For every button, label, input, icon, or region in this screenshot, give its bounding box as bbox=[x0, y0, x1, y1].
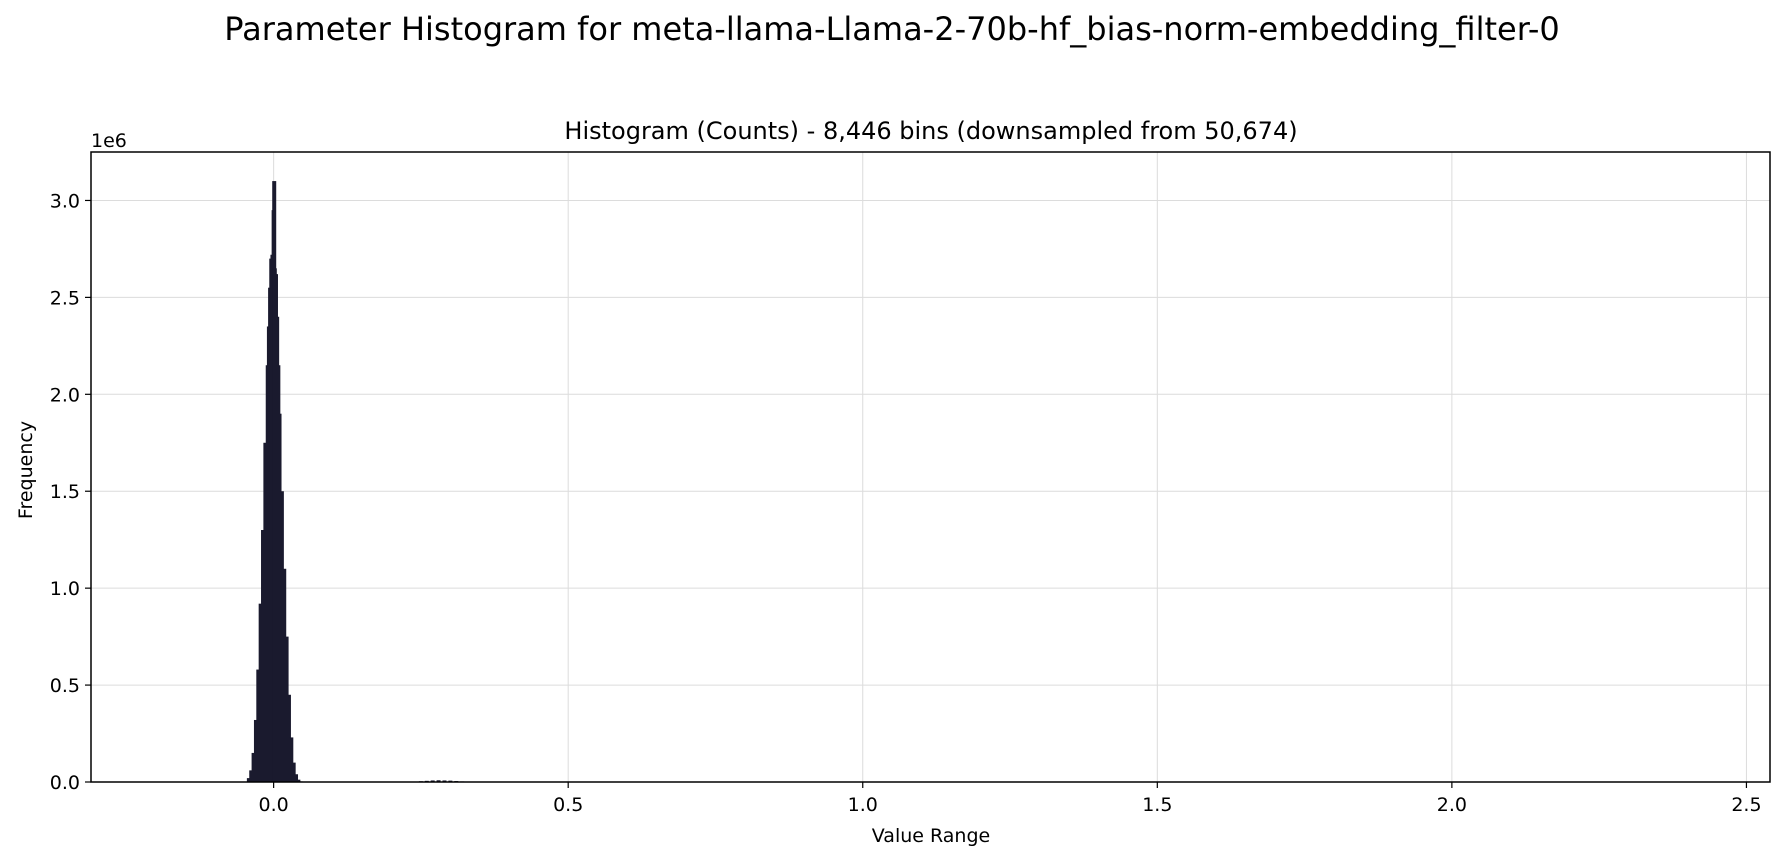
grid-lines bbox=[91, 152, 1770, 783]
x-tick-label: 0.0 bbox=[259, 794, 289, 816]
histogram-bar bbox=[246, 778, 251, 782]
histogram-bar bbox=[256, 669, 261, 782]
y-tick-label: 3.0 bbox=[50, 190, 80, 212]
y-tick-label: 1.0 bbox=[50, 578, 80, 600]
histogram-bar bbox=[261, 530, 266, 782]
histogram-bar bbox=[284, 636, 289, 782]
x-tick-label: 1.5 bbox=[1142, 794, 1172, 816]
histogram-bar bbox=[253, 719, 258, 782]
x-tick-label: 0.5 bbox=[553, 794, 583, 816]
histogram-bar bbox=[296, 779, 301, 782]
histogram-bar bbox=[263, 442, 268, 782]
histogram-bar bbox=[277, 413, 282, 782]
histogram-bar bbox=[282, 568, 287, 782]
x-tick-label: 2.0 bbox=[1437, 794, 1467, 816]
figure-suptitle: Parameter Histogram for meta-llama-Llama… bbox=[224, 10, 1559, 48]
chart-title: Histogram (Counts) - 8,446 bins (downsam… bbox=[564, 117, 1297, 145]
histogram-bars bbox=[246, 181, 465, 783]
histogram-bar bbox=[286, 694, 291, 782]
histogram-bar bbox=[249, 770, 254, 782]
histogram-bar bbox=[294, 774, 299, 782]
axis-ticks: 0.0 0.5 1.0 1.5 2.0 2.5 0.0 0.5 1.0 1.5 2.0 2.5 3.0 bbox=[50, 190, 1762, 816]
plot-area-frame bbox=[90, 151, 1771, 783]
x-tick-label: 1.0 bbox=[848, 794, 878, 816]
histogram-bar bbox=[251, 752, 256, 782]
x-tick-label: 2.5 bbox=[1731, 794, 1761, 816]
histogram-bar bbox=[279, 491, 284, 782]
histogram-bar bbox=[430, 780, 435, 782]
y-axis-label: Frequency bbox=[15, 421, 37, 519]
y-tick-label: 1.5 bbox=[50, 481, 80, 503]
histogram-bar bbox=[442, 780, 447, 782]
x-axis-label: Value Range bbox=[872, 825, 990, 847]
y-tick-label: 2.0 bbox=[50, 384, 80, 406]
histogram-bar bbox=[291, 762, 296, 782]
y-tick-label: 2.5 bbox=[50, 287, 80, 309]
histogram-bar bbox=[289, 737, 294, 782]
y-tick-label: 0.5 bbox=[50, 675, 80, 697]
y-tick-label: 0.0 bbox=[50, 772, 80, 794]
histogram-bar bbox=[436, 780, 441, 782]
histogram-bar bbox=[258, 603, 263, 782]
y-axis-offset-text: 1e6 bbox=[91, 130, 127, 152]
